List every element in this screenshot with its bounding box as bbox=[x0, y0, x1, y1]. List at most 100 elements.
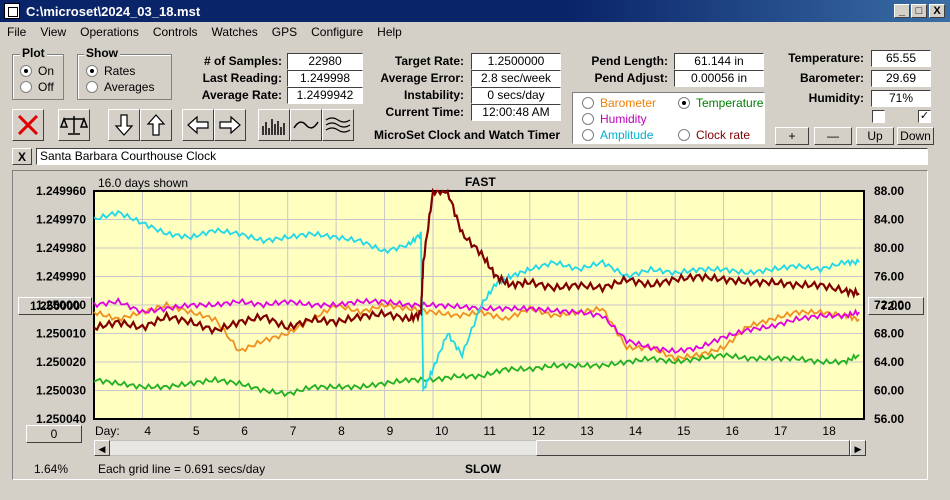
right-tick-label: 88.00 bbox=[874, 184, 904, 198]
menu-watches[interactable]: Watches bbox=[211, 25, 258, 39]
left-tick-label: 1.249990 bbox=[36, 270, 86, 284]
plot-border bbox=[93, 190, 865, 420]
wave-view-button[interactable] bbox=[290, 109, 322, 141]
balance-scale-icon bbox=[60, 116, 88, 135]
clock-name-input[interactable]: Santa Barbara Courthouse Clock bbox=[36, 148, 928, 165]
menu-operations[interactable]: Operations bbox=[80, 25, 139, 39]
center-rate-button[interactable]: 1.250000 bbox=[18, 297, 92, 315]
right-tick-label: 76.00 bbox=[874, 270, 904, 284]
scroll-up-button[interactable] bbox=[140, 109, 172, 141]
left-tick-label: 1.249970 bbox=[36, 213, 86, 227]
left-tick-label: 1.250010 bbox=[36, 327, 86, 341]
menu-file[interactable]: File bbox=[7, 25, 27, 39]
close-button[interactable]: X bbox=[929, 4, 945, 18]
radio-icon bbox=[20, 81, 32, 93]
menu-gps[interactable]: GPS bbox=[271, 25, 298, 39]
instability-value: 0 secs/day bbox=[471, 87, 561, 104]
clock-rate-label: Clock rate bbox=[696, 128, 751, 142]
left-tick-label: 1.250040 bbox=[36, 412, 86, 426]
multi-wave-view-button[interactable] bbox=[322, 109, 354, 141]
arrow-right-icon bbox=[219, 115, 241, 135]
amplitude-radio[interactable]: Amplitude bbox=[582, 128, 653, 142]
option-checkbox-1[interactable] bbox=[872, 110, 885, 123]
chart-frame bbox=[12, 170, 928, 480]
humidity-radio[interactable]: Humidity bbox=[582, 112, 647, 126]
percent-label: 1.64% bbox=[34, 462, 69, 476]
day-tick-label: 13 bbox=[580, 424, 594, 438]
scroll-left-arrow[interactable]: ◀ bbox=[94, 440, 110, 456]
current-time-label: Current Time: bbox=[385, 105, 464, 119]
menu-view[interactable]: View bbox=[40, 25, 67, 39]
instability-label: Instability: bbox=[403, 88, 464, 102]
day-tick-label: 8 bbox=[338, 424, 345, 438]
day-tick-label: 15 bbox=[677, 424, 691, 438]
arrow-up-icon bbox=[146, 114, 166, 136]
series-line-amplitude bbox=[93, 209, 860, 393]
barometer-radio[interactable]: Barometer bbox=[582, 96, 656, 110]
menu-bar: File View Operations Controls Watches GP… bbox=[0, 23, 950, 41]
minimize-button[interactable]: _ bbox=[894, 4, 910, 18]
series-line-temperature bbox=[93, 352, 860, 398]
fast-label: FAST bbox=[465, 175, 496, 189]
left-tick-label: 1.249980 bbox=[36, 241, 86, 255]
up-button[interactable]: Up bbox=[856, 127, 894, 145]
menu-controls[interactable]: Controls bbox=[152, 25, 198, 39]
plus-button[interactable]: + bbox=[775, 127, 809, 145]
samples-value: 22980 bbox=[287, 53, 363, 70]
left-tick-label: 1.250030 bbox=[36, 384, 86, 398]
day-tick-label: 9 bbox=[387, 424, 394, 438]
calibrate-button[interactable] bbox=[58, 109, 90, 141]
samples-label: # of Samples: bbox=[203, 54, 282, 68]
pend-adjust-label: Pend Adjust: bbox=[594, 71, 668, 85]
wave-icon bbox=[293, 121, 319, 129]
menu-help[interactable]: Help bbox=[377, 25, 402, 39]
show-rates-radio[interactable]: Rates bbox=[86, 64, 135, 78]
histogram-icon bbox=[262, 119, 285, 135]
radio-icon bbox=[86, 81, 98, 93]
temperature-radio[interactable]: Temperature bbox=[678, 96, 763, 110]
day-tick-label: 16 bbox=[726, 424, 740, 438]
temperature-label: Temperature bbox=[696, 96, 764, 110]
radio-icon bbox=[678, 129, 690, 141]
humidity-label: Humidity bbox=[600, 112, 647, 126]
humidity-reading-value: 71% bbox=[871, 90, 931, 107]
arrow-left-icon bbox=[187, 115, 209, 135]
pend-length-label: Pend Length: bbox=[591, 54, 668, 68]
scroll-down-button[interactable] bbox=[108, 109, 140, 141]
day-tick-label: 6 bbox=[241, 424, 248, 438]
scrollbar-thumb[interactable] bbox=[536, 440, 850, 456]
radio-icon bbox=[582, 129, 594, 141]
maximize-button[interactable]: □ bbox=[911, 4, 927, 18]
histogram-view-button[interactable] bbox=[258, 109, 290, 141]
plot-off-radio[interactable]: Off bbox=[20, 80, 54, 94]
show-rates-label: Rates bbox=[104, 64, 136, 78]
red-x-icon bbox=[17, 114, 39, 136]
radio-selected-icon bbox=[86, 65, 98, 77]
radio-selected-icon bbox=[678, 97, 690, 109]
right-axis-center-button[interactable]: 72.00 bbox=[868, 297, 924, 315]
app-caption: MicroSet Clock and Watch Timer bbox=[374, 128, 561, 142]
clear-clock-name-button[interactable]: X bbox=[12, 148, 32, 165]
minus-button[interactable]: — bbox=[814, 127, 852, 145]
zero-button[interactable]: 0 bbox=[26, 425, 82, 443]
option-checkbox-2[interactable]: ✓ bbox=[918, 110, 931, 123]
show-averages-radio[interactable]: Averages bbox=[86, 80, 154, 94]
average-rate-value: 1.2499942 bbox=[287, 87, 363, 104]
grid-note-label: Each grid line = 0.691 secs/day bbox=[98, 462, 266, 476]
temperature-reading-value: 65.55 bbox=[871, 50, 931, 67]
menu-configure[interactable]: Configure bbox=[311, 25, 364, 39]
clock-rate-radio[interactable]: Clock rate bbox=[678, 128, 750, 142]
day-tick-label: 17 bbox=[774, 424, 788, 438]
show-averages-label: Averages bbox=[104, 80, 155, 94]
radio-selected-icon bbox=[20, 65, 32, 77]
stop-button[interactable] bbox=[12, 109, 44, 141]
series-line-clock-rate bbox=[93, 187, 860, 336]
scroll-left-button[interactable] bbox=[182, 109, 214, 141]
app-icon bbox=[4, 3, 20, 19]
scroll-right-button[interactable] bbox=[214, 109, 246, 141]
day-tick-label: 4 bbox=[144, 424, 151, 438]
down-button[interactable]: Down bbox=[897, 127, 934, 145]
scroll-right-arrow[interactable]: ▶ bbox=[850, 440, 866, 456]
plot-on-radio[interactable]: On bbox=[20, 64, 54, 78]
left-tick-label: 1.249960 bbox=[36, 184, 86, 198]
